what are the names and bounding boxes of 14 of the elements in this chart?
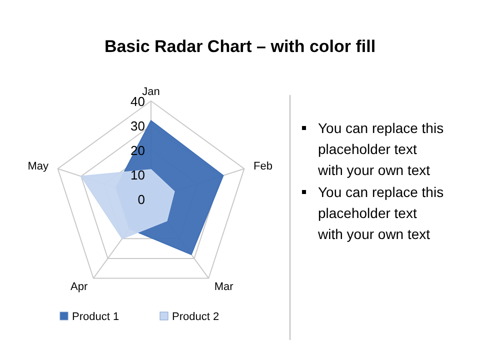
y-tick-label: 10 — [130, 168, 145, 182]
spoke-label: Jan — [142, 86, 160, 98]
y-tick-label: 40 — [130, 94, 145, 109]
spoke-label: Feb — [254, 160, 272, 173]
spoke-label: May — [28, 160, 49, 173]
y-tick-label: 30 — [130, 118, 145, 134]
legend-label: Product 1 — [72, 311, 120, 323]
spoke-label: Apr — [70, 281, 88, 294]
legend-label: Product 2 — [172, 311, 220, 323]
spoke-label: Mar — [214, 281, 234, 294]
text: You can replace this placeholder text with your own text — [317, 120, 444, 178]
text: You can replace this placeholder text with your own text — [317, 184, 444, 242]
chart-title: Basic Radar Chart – with color fill — [104, 37, 376, 56]
y-tick-label: 0 — [138, 192, 145, 207]
